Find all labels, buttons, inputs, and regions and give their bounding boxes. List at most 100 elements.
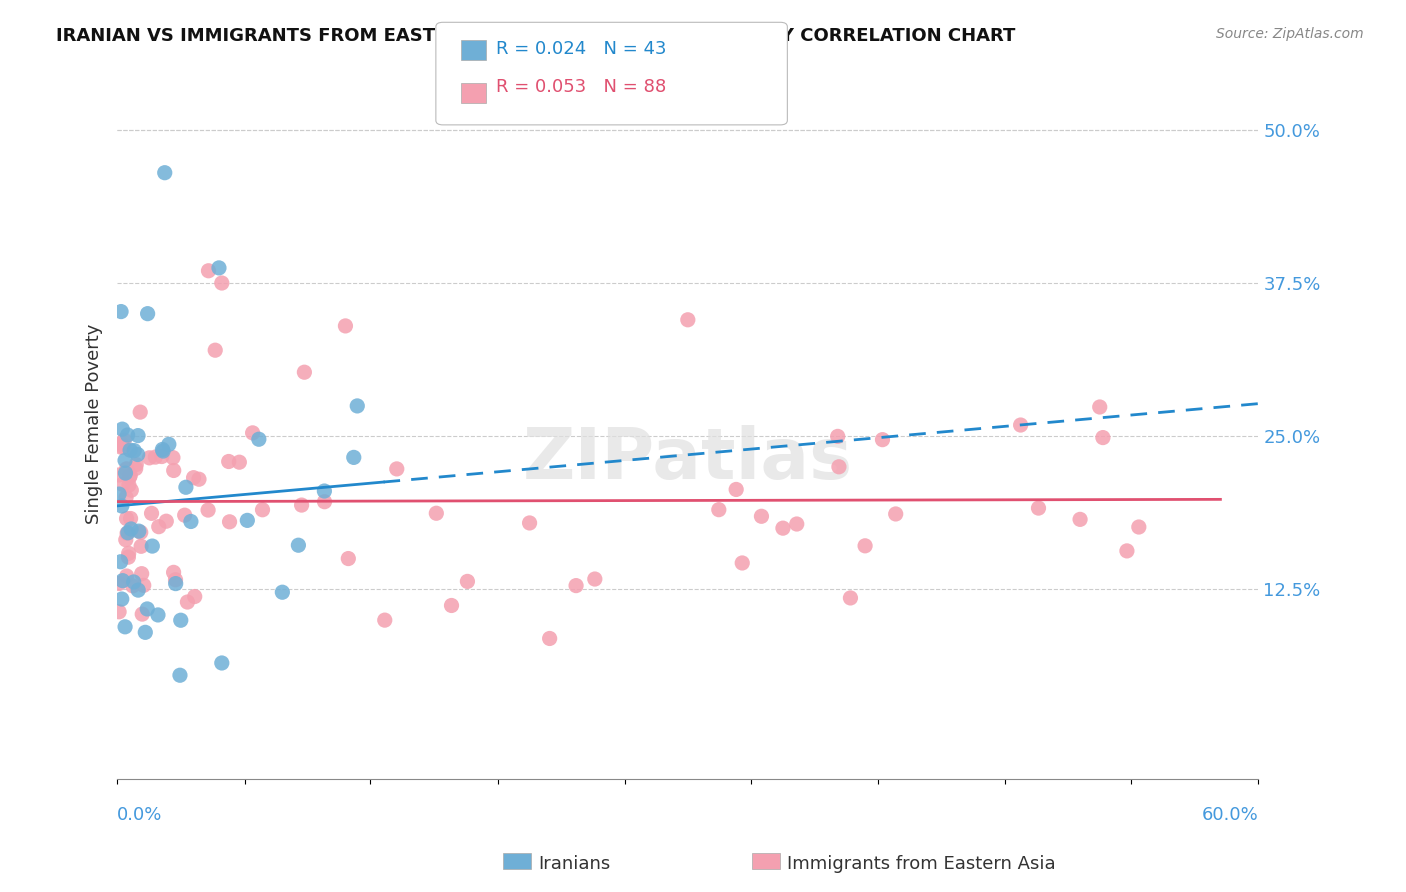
Point [271,585,294,599]
Point [314,494,336,508]
Point [134,625,156,640]
Point [208,260,231,275]
Point [111,477,134,491]
Text: 60.0%: 60.0% [1202,806,1258,824]
Point [440,599,463,613]
Point [1069,512,1091,526]
Point [772,521,794,535]
Point [751,509,773,524]
Point [828,459,851,474]
Point [120,483,142,498]
Point [117,525,139,540]
Point [176,595,198,609]
Point [157,437,180,451]
Point [247,432,270,446]
Point [236,513,259,527]
Point [141,506,163,520]
Point [108,576,131,591]
Point [129,525,152,540]
Point [538,632,561,646]
Point [111,499,134,513]
Point [425,506,447,520]
Point [839,591,862,605]
Point [731,556,754,570]
Point [242,425,264,440]
Point [132,578,155,592]
Point [565,579,588,593]
Point [121,579,143,593]
Y-axis label: Single Female Poverty: Single Female Poverty [86,324,103,524]
Point [1091,431,1114,445]
Point [174,480,197,494]
Point [884,507,907,521]
Point [1028,501,1050,516]
Point [111,422,134,436]
Point [180,515,202,529]
Point [112,433,135,447]
Point [127,428,149,442]
Text: Source: ZipAtlas.com: Source: ZipAtlas.com [1216,27,1364,41]
Point [108,467,131,482]
Point [872,433,894,447]
Point [291,498,314,512]
Point [146,607,169,622]
Point [136,307,159,321]
Point [136,602,159,616]
Point [110,436,132,450]
Point [150,450,173,464]
Point [120,443,142,458]
Point [1010,417,1032,432]
Point [725,483,748,497]
Point [165,573,187,587]
Point [114,620,136,634]
Point [183,471,205,485]
Point [583,572,606,586]
Text: ZIPatlas: ZIPatlas [523,425,853,494]
Point [125,461,148,475]
Point [204,343,226,358]
Point [163,463,186,477]
Point [118,478,141,492]
Point [292,365,315,379]
Point [218,454,240,468]
Text: IRANIAN VS IMMIGRANTS FROM EASTERN ASIA SINGLE FEMALE POVERTY CORRELATION CHART: IRANIAN VS IMMIGRANTS FROM EASTERN ASIA … [56,27,1015,45]
Point [335,318,357,333]
Point [162,566,184,580]
Point [145,450,167,464]
Text: R = 0.053   N = 88: R = 0.053 N = 88 [496,78,666,95]
Point [120,511,142,525]
Point [108,605,131,619]
Point [115,526,138,541]
Point [120,468,142,483]
Point [153,166,176,180]
Point [114,533,136,547]
Point [114,453,136,467]
Point [138,450,160,465]
Point [115,462,138,476]
Point [110,304,132,318]
Point [131,566,153,581]
Point [148,519,170,533]
Point [853,539,876,553]
Point [114,466,136,480]
Point [211,276,233,290]
Point [1128,520,1150,534]
Point [162,450,184,465]
Text: Iranians: Iranians [538,855,610,872]
Point [152,442,174,457]
Point [108,487,131,501]
Point [346,399,368,413]
Point [120,522,142,536]
Point [197,264,219,278]
Point [129,539,152,553]
Point [519,516,541,530]
Point [337,551,360,566]
Point [131,607,153,621]
Point [287,538,309,552]
Point [827,429,849,443]
Point [122,443,145,458]
Point [118,470,141,484]
Point [115,569,138,583]
Point [117,550,139,565]
Point [173,508,195,523]
